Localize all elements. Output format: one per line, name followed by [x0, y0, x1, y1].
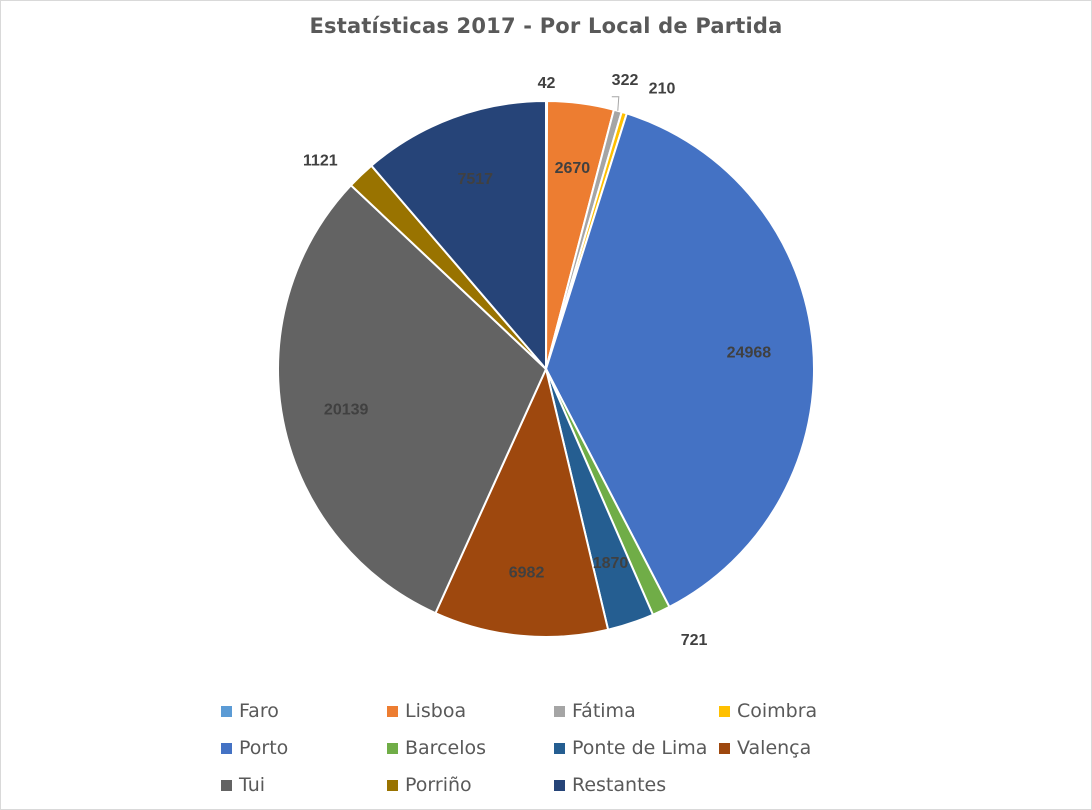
legend-swatch [719, 705, 730, 717]
legend-item-porrino: Porriño [387, 773, 472, 797]
legend-item-tui: Tui [221, 773, 265, 797]
pie-slice-porto [544, 112, 815, 609]
legend-item-valenca: Valença [719, 736, 811, 760]
data-label-tui: 20139 [324, 401, 369, 418]
legend-label: Porriño [405, 774, 472, 796]
legend-item-porto: Porto [221, 736, 288, 760]
legend-swatch [554, 779, 565, 791]
pie-slice-tui [277, 183, 548, 615]
pie-chart: 42 2670 322 210 24968 721 1870 6982 20139 1121 751… [277, 72, 815, 649]
data-label-lisboa: 2670 [555, 160, 591, 177]
data-label-ponte-de-lima: 1870 [593, 555, 629, 572]
data-label-porto: 24968 [727, 344, 772, 361]
legend-swatch [221, 779, 232, 791]
legend-swatch [554, 742, 565, 754]
legend-label: Tui [239, 774, 266, 796]
chart-title: Estatísticas 2017 - Por Local de Partida [309, 14, 783, 38]
data-label-faro: 42 [538, 75, 556, 92]
legend-label: Lisboa [405, 700, 467, 722]
legend-label: Coimbra [737, 700, 818, 722]
legend-swatch [221, 705, 232, 717]
data-label-fatima: 322 [612, 72, 639, 89]
legend-label: Faro [239, 700, 279, 722]
legend-label: Ponte de Lima [572, 737, 708, 759]
data-label-porrino: 1121 [303, 152, 338, 169]
legend-item-ponte-de-lima: Ponte de Lima [554, 736, 707, 760]
legend-label: Barcelos [405, 737, 487, 759]
legend-swatch [719, 742, 730, 754]
legend-label: Valença [737, 737, 812, 759]
legend-swatch [554, 705, 565, 717]
legend-item-fatima: Fátima [554, 699, 636, 723]
data-label-restantes: 7517 [457, 171, 493, 188]
legend-swatch [387, 779, 398, 791]
legend-swatch [221, 742, 232, 754]
legend-item-coimbra: Coimbra [719, 699, 817, 723]
legend-swatch [387, 742, 398, 754]
legend-swatch [387, 705, 398, 717]
data-label-coimbra: 210 [649, 81, 676, 98]
data-label-barcelos: 721 [681, 632, 708, 649]
legend-item-lisboa: Lisboa [387, 699, 466, 723]
legend-item-barcelos: Barcelos [387, 736, 486, 760]
legend-item-restantes: Restantes [554, 773, 666, 797]
legend-label: Restantes [572, 774, 667, 796]
leader-line-fatima [611, 96, 620, 111]
legend-label: Porto [239, 737, 289, 759]
legend-item-faro: Faro [221, 699, 279, 723]
legend-label: Fátima [572, 700, 636, 722]
pie-slice-valenca [434, 365, 610, 638]
data-label-valenca: 6982 [509, 565, 545, 582]
pie-slice-restantes [369, 99, 547, 372]
